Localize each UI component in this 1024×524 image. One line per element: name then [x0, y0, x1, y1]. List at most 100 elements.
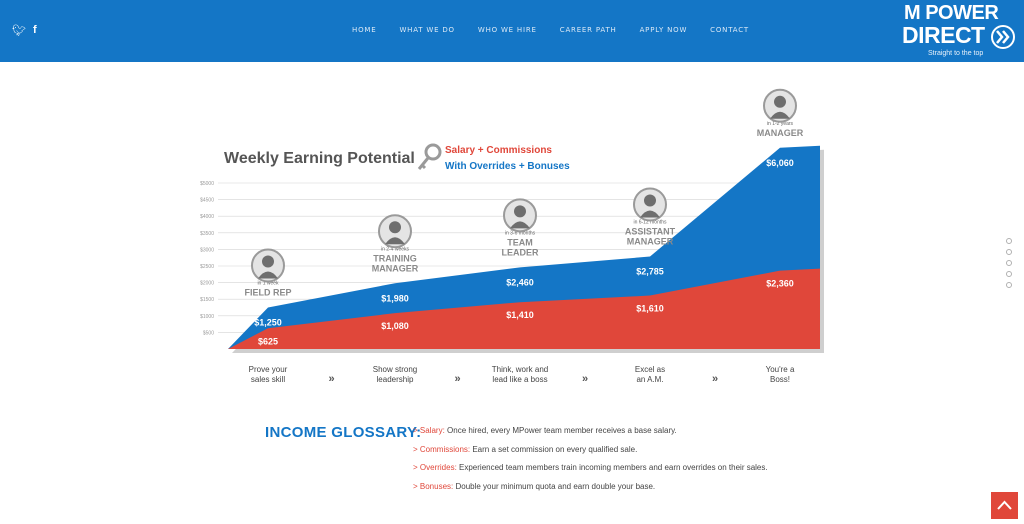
- role-name: LEADER: [501, 247, 539, 257]
- y-tick-label: $1000: [200, 314, 214, 320]
- scroll-to-top-button[interactable]: [991, 492, 1018, 519]
- step-text: Boss!: [770, 375, 790, 384]
- avatar-head: [389, 221, 401, 234]
- double-chevron-icon: »: [712, 373, 718, 385]
- value-total: $2,785: [636, 267, 664, 277]
- step-text: sales skill: [251, 375, 285, 384]
- role-name: TRAINING: [373, 253, 417, 263]
- avatar-body: [770, 111, 790, 119]
- avatar-body: [385, 237, 405, 245]
- section-dot[interactable]: [1006, 249, 1012, 255]
- legend-salary: Salary + Commissions: [445, 145, 552, 156]
- legend-overrides: With Overrides + Bonuses: [445, 161, 570, 172]
- role-name: TEAM: [507, 237, 533, 247]
- role-name: MANAGER: [757, 128, 804, 138]
- value-base: $1,080: [381, 321, 409, 331]
- site-header: 🐦︎ f HOME WHAT WE DO WHO WE HIRE CAREER …: [0, 0, 1024, 62]
- role-timeframe: in 3-6 months: [505, 230, 536, 236]
- value-base: $1,610: [636, 304, 664, 314]
- value-base: $2,360: [766, 279, 794, 289]
- nav-what-we-do[interactable]: WHAT WE DO: [399, 26, 455, 34]
- avatar-body: [258, 271, 278, 279]
- y-tick-label: $2000: [200, 281, 214, 287]
- nav-apply-now[interactable]: APPLY NOW: [639, 26, 688, 34]
- step-text: an A.M.: [636, 375, 663, 384]
- glossary-text: Experienced team members train incoming …: [456, 463, 768, 472]
- nav-home[interactable]: HOME: [352, 26, 377, 34]
- glossary-term: > Commissions:: [413, 444, 471, 454]
- avatar-head: [774, 95, 786, 108]
- section-dots: [1006, 238, 1012, 293]
- avatar-body: [510, 221, 530, 229]
- role-timeframe: in 1-2 years: [767, 121, 794, 127]
- y-tick-label: $500: [203, 330, 214, 336]
- step-text: Prove your: [249, 365, 288, 374]
- logo-line1: M POWER: [904, 2, 999, 24]
- value-base: $1,410: [506, 310, 534, 320]
- section-dot[interactable]: [1006, 238, 1012, 244]
- chevron-up-icon: [997, 500, 1012, 510]
- role-name: MANAGER: [372, 263, 419, 273]
- section-dot[interactable]: [1006, 282, 1012, 288]
- double-chevron-icon: »: [454, 373, 460, 385]
- main-nav: HOME WHAT WE DO WHO WE HIRE CAREER PATH …: [352, 26, 772, 34]
- value-base: $625: [258, 336, 278, 346]
- facebook-icon[interactable]: f: [33, 24, 37, 36]
- glossary-term: > Bonuses:: [413, 481, 454, 491]
- y-tick-label: $4500: [200, 198, 214, 204]
- double-chevron-icon: »: [582, 373, 588, 385]
- glossary-item-salary: > Salary: Once hired, every MPower team …: [413, 422, 768, 441]
- income-glossary: > Salary: Once hired, every MPower team …: [413, 422, 768, 496]
- logo-tagline: Straight to the top: [928, 50, 984, 57]
- mpower-logo[interactable]: M POWER DIRECT Straight to the top: [900, 2, 1020, 60]
- role-name: MANAGER: [627, 237, 674, 247]
- role-timeframe: in 2-4 weeks: [381, 246, 410, 252]
- nav-contact[interactable]: CONTACT: [710, 26, 749, 34]
- y-tick-label: $3500: [200, 231, 214, 237]
- logo-line2: DIRECT: [902, 22, 985, 48]
- chart-areas: [228, 145, 824, 353]
- role-name: FIELD REP: [244, 288, 291, 298]
- step-text: lead like a boss: [492, 375, 547, 384]
- value-total: $2,460: [506, 277, 534, 287]
- value-total: $1,250: [254, 318, 282, 328]
- glossary-item-bonuses: > Bonuses: Double your minimum quota and…: [413, 478, 768, 497]
- earning-chart: Weekly Earning Potential Salary + Commis…: [200, 88, 824, 385]
- y-tick-label: $4000: [200, 214, 214, 220]
- series-salary-area: [228, 268, 820, 349]
- step-text: Excel as: [635, 365, 665, 374]
- nav-who-we-hire[interactable]: WHO WE HIRE: [477, 26, 537, 34]
- step-text: Show strong: [373, 365, 417, 374]
- nav-career-path[interactable]: CAREER PATH: [559, 26, 617, 34]
- twitter-icon[interactable]: 🐦︎: [12, 25, 26, 37]
- role-timeframe: in 1 week: [257, 281, 279, 287]
- section-dot[interactable]: [1006, 260, 1012, 266]
- glossary-item-commissions: > Commissions: Earn a set commission on …: [413, 441, 768, 460]
- glossary-text: Earn a set commission on every qualified…: [470, 444, 638, 454]
- value-total: $1,980: [381, 293, 409, 303]
- role-timeframe: in 6-12 months: [633, 220, 667, 226]
- y-tick-label: $2500: [200, 264, 214, 270]
- glossary-text: Double your minimum quota and earn doubl…: [453, 481, 656, 491]
- avatar-head: [514, 205, 526, 218]
- section-dot[interactable]: [1006, 271, 1012, 277]
- glossary-item-overrides: > Overrides: Experienced team members tr…: [413, 459, 768, 478]
- key-icon: [417, 143, 442, 170]
- step-text: leadership: [377, 375, 414, 384]
- glossary-text: Once hired, every MPower team member rec…: [444, 426, 677, 435]
- avatar-head: [262, 255, 274, 268]
- value-total: $6,060: [766, 158, 794, 168]
- step-text: Think, work and: [492, 365, 548, 374]
- avatar-body: [640, 210, 660, 218]
- double-chevron-icon: »: [328, 373, 334, 385]
- y-tick-label: $3000: [200, 247, 214, 253]
- avatar-head: [644, 194, 656, 207]
- role-name: ASSISTANT: [625, 227, 676, 237]
- glossary-term: > Salary:: [413, 426, 445, 435]
- y-tick-label: $5000: [200, 181, 214, 187]
- y-tick-label: $1500: [200, 297, 214, 303]
- glossary-term: > Overrides:: [413, 463, 457, 472]
- step-text: You're a: [766, 365, 795, 374]
